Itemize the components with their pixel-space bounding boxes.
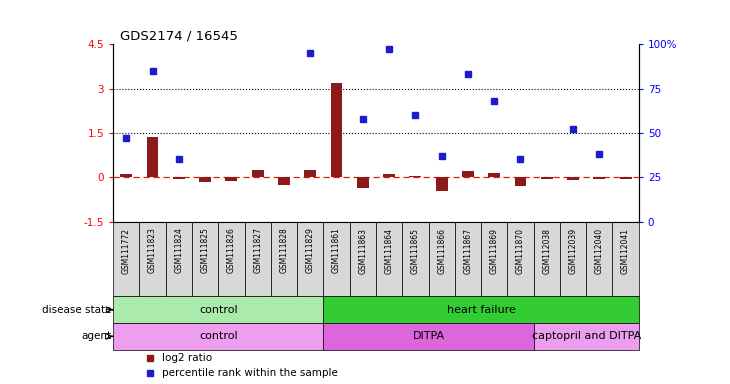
Bar	[278, 177, 290, 185]
Text: GSM111825: GSM111825	[201, 228, 210, 273]
Bar	[612, 222, 639, 296]
Bar	[147, 137, 158, 177]
Text: GSM112039: GSM112039	[569, 228, 577, 274]
Bar	[402, 222, 429, 296]
Text: GSM112038: GSM112038	[542, 228, 551, 273]
Bar	[323, 296, 639, 323]
Bar	[226, 177, 237, 181]
Bar	[252, 170, 264, 177]
Bar	[436, 177, 447, 190]
Bar	[218, 222, 245, 296]
Text: GSM111865: GSM111865	[411, 228, 420, 273]
Bar	[166, 222, 192, 296]
Text: GSM111863: GSM111863	[358, 228, 367, 273]
Bar	[488, 173, 500, 177]
Text: GSM111864: GSM111864	[385, 228, 393, 273]
Bar	[586, 222, 612, 296]
Bar	[304, 170, 316, 177]
Bar	[350, 222, 376, 296]
Text: GSM111870: GSM111870	[516, 228, 525, 273]
Text: captopril and DITPA: captopril and DITPA	[531, 331, 641, 341]
Bar	[139, 222, 166, 296]
Bar	[507, 222, 534, 296]
Bar	[383, 174, 395, 177]
Bar	[455, 222, 481, 296]
Text: agent: agent	[82, 331, 112, 341]
Text: log2 ratio: log2 ratio	[161, 353, 212, 363]
Text: GSM111824: GSM111824	[174, 228, 183, 273]
Bar	[173, 177, 185, 179]
Bar	[541, 177, 553, 179]
Bar	[462, 171, 474, 177]
Bar	[376, 222, 402, 296]
Bar	[113, 296, 323, 323]
Bar	[113, 222, 139, 296]
Text: GSM112040: GSM112040	[595, 228, 604, 274]
Bar	[593, 177, 605, 179]
Bar	[199, 177, 211, 182]
Bar	[113, 323, 323, 350]
Text: disease state: disease state	[42, 305, 112, 315]
Text: GSM111772: GSM111772	[122, 228, 131, 273]
Text: GSM111861: GSM111861	[332, 228, 341, 273]
Bar	[331, 83, 342, 177]
Text: DITPA: DITPA	[412, 331, 445, 341]
Bar	[620, 177, 631, 179]
Text: GDS2174 / 16545: GDS2174 / 16545	[120, 29, 238, 42]
Text: GSM111867: GSM111867	[464, 228, 472, 273]
Bar	[245, 222, 271, 296]
Text: heart failure: heart failure	[447, 305, 515, 315]
Bar	[323, 222, 350, 296]
Text: GSM111823: GSM111823	[148, 228, 157, 273]
Bar	[192, 222, 218, 296]
Bar	[481, 222, 507, 296]
Bar	[120, 174, 132, 177]
Text: GSM111869: GSM111869	[490, 228, 499, 273]
Text: control: control	[199, 331, 237, 341]
Bar	[410, 176, 421, 177]
Text: GSM111866: GSM111866	[437, 228, 446, 273]
Bar	[323, 323, 534, 350]
Bar	[515, 177, 526, 186]
Bar	[429, 222, 455, 296]
Bar	[357, 177, 369, 187]
Text: percentile rank within the sample: percentile rank within the sample	[161, 369, 337, 379]
Text: GSM111826: GSM111826	[227, 228, 236, 273]
Text: GSM111828: GSM111828	[280, 228, 288, 273]
Text: GSM111829: GSM111829	[306, 228, 315, 273]
Text: control: control	[199, 305, 237, 315]
Bar	[567, 177, 579, 180]
Bar	[534, 222, 560, 296]
Text: GSM111827: GSM111827	[253, 228, 262, 273]
Text: GSM112041: GSM112041	[621, 228, 630, 273]
Bar	[534, 323, 639, 350]
Bar	[297, 222, 323, 296]
Bar	[560, 222, 586, 296]
Bar	[271, 222, 297, 296]
